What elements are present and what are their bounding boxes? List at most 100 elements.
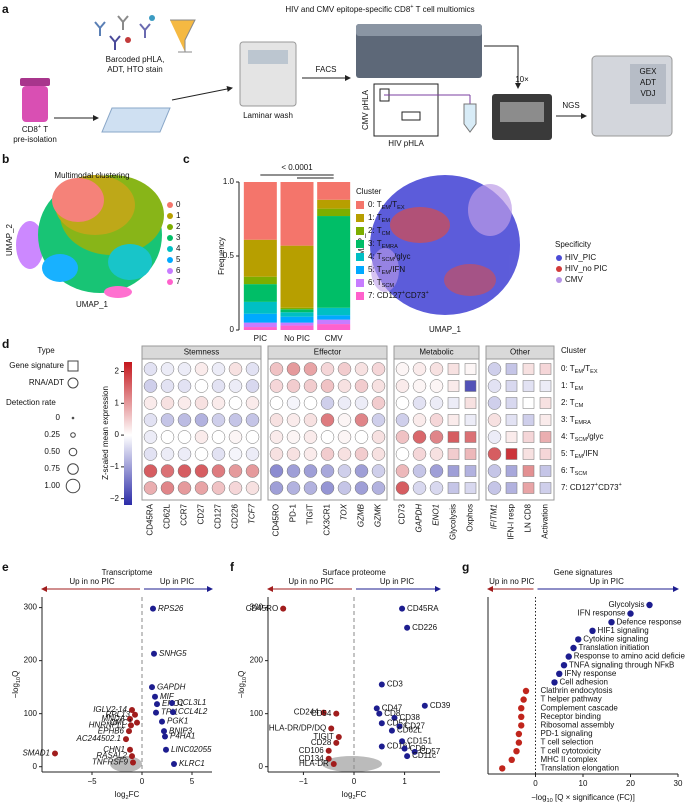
cell bbox=[245, 413, 260, 427]
point-label: CD47 bbox=[382, 703, 403, 712]
point bbox=[162, 733, 168, 740]
point-label: KLRC1 bbox=[179, 759, 205, 768]
cell bbox=[464, 397, 477, 409]
dot bbox=[560, 662, 568, 669]
colorbar-tick-label: 1 bbox=[115, 398, 120, 407]
cell bbox=[464, 465, 477, 477]
row-label: 3: TEMRA bbox=[561, 415, 591, 426]
point-label: CD38 bbox=[399, 713, 420, 722]
cell bbox=[143, 396, 158, 410]
cell bbox=[447, 380, 460, 392]
legend-label: 4: TSCM/glyc bbox=[368, 252, 411, 263]
point-label: CD62L bbox=[397, 726, 422, 735]
cell bbox=[429, 413, 444, 427]
point-label: CD45RA bbox=[407, 604, 439, 613]
cell bbox=[143, 430, 158, 444]
text-part: EMRA bbox=[382, 244, 398, 250]
sequencer-screen bbox=[630, 64, 666, 104]
cell bbox=[160, 362, 175, 376]
x-tick-label: 30 bbox=[674, 779, 683, 788]
cell bbox=[354, 396, 369, 410]
cell bbox=[412, 413, 427, 427]
group-title: Metabolic bbox=[419, 348, 453, 357]
point-label: MIF bbox=[160, 692, 175, 701]
point bbox=[129, 706, 135, 713]
y-tick-label: 300 bbox=[250, 603, 264, 612]
point-label: HNRNPLL bbox=[89, 720, 126, 729]
cell bbox=[211, 481, 226, 495]
cell bbox=[269, 447, 284, 461]
bar-segment bbox=[317, 208, 351, 217]
text-part: 1: T bbox=[368, 213, 382, 222]
x-tick-label: 10 bbox=[579, 779, 588, 788]
point-label: TIGIT bbox=[313, 732, 334, 741]
cell bbox=[395, 464, 410, 478]
gate bbox=[401, 111, 421, 121]
text-part: 2 bbox=[352, 795, 355, 801]
dot bbox=[518, 705, 525, 712]
cell bbox=[354, 362, 369, 376]
bar-segment bbox=[243, 276, 277, 285]
cell bbox=[395, 396, 410, 410]
cell bbox=[395, 447, 410, 461]
category-label: PD-1 signaling bbox=[541, 729, 593, 738]
axis-label: −log10 [Q × significance (FC)] bbox=[531, 793, 635, 804]
column-label: IFN-I resp bbox=[507, 503, 516, 539]
cell bbox=[177, 379, 192, 393]
column-label: LN CD8 bbox=[524, 503, 533, 532]
cell bbox=[412, 362, 427, 376]
column-label: GZMB bbox=[357, 503, 366, 527]
group-title: Effector bbox=[314, 348, 342, 357]
cell bbox=[228, 447, 243, 461]
text-part: CM bbox=[575, 403, 584, 409]
cell bbox=[429, 447, 444, 461]
cell bbox=[303, 464, 318, 478]
bar-segment bbox=[243, 182, 277, 240]
bar-segment bbox=[243, 301, 277, 314]
cell bbox=[447, 414, 460, 426]
category-label: T cell selection bbox=[541, 738, 594, 747]
legend-label: 0.25 bbox=[44, 430, 60, 439]
text-part: EX bbox=[590, 369, 598, 375]
cell bbox=[395, 379, 410, 393]
legend-label: 2 bbox=[176, 222, 181, 231]
title: Surface proteome bbox=[322, 568, 386, 577]
column-label: CD226 bbox=[231, 503, 240, 528]
y-tick-label: 0 bbox=[230, 325, 235, 334]
colorbar-tick-label: −2 bbox=[110, 494, 120, 503]
legend-label: 1: TEM bbox=[368, 213, 390, 224]
cell bbox=[429, 464, 444, 478]
cell bbox=[228, 481, 243, 495]
y-tick-label: 100 bbox=[24, 709, 38, 718]
size-key bbox=[68, 447, 78, 457]
legend-label: 0: TEM/TEX bbox=[368, 200, 405, 211]
colorbar bbox=[124, 362, 132, 505]
cell bbox=[412, 430, 427, 444]
text-part: EM bbox=[382, 205, 391, 211]
direction-label: Up in PIC bbox=[590, 577, 624, 586]
text-part: SCM bbox=[382, 257, 395, 263]
column-label: ENO1 bbox=[432, 504, 441, 526]
point bbox=[335, 734, 342, 740]
cell bbox=[522, 363, 535, 375]
cell bbox=[245, 447, 260, 461]
cell bbox=[160, 481, 175, 495]
cell bbox=[487, 464, 502, 478]
title: Transcriptome bbox=[102, 568, 153, 577]
cell bbox=[160, 464, 175, 478]
point bbox=[134, 719, 140, 726]
antibodies bbox=[94, 15, 155, 50]
axis-label: log2FC bbox=[115, 790, 140, 801]
text-part: [Q × significance (FC)] bbox=[553, 793, 635, 802]
category-label: Defence response bbox=[617, 617, 682, 626]
cell bbox=[228, 464, 243, 478]
x-tick-label: −5 bbox=[87, 777, 97, 786]
text-part: CD8 bbox=[22, 125, 39, 134]
cell bbox=[354, 413, 369, 427]
cell bbox=[337, 362, 352, 376]
cell bbox=[522, 380, 535, 392]
label: ADT bbox=[640, 78, 656, 87]
panel-label: c bbox=[183, 152, 190, 166]
row-label: 4: TSCM/glyc bbox=[561, 432, 604, 443]
legend-swatch bbox=[356, 279, 364, 287]
